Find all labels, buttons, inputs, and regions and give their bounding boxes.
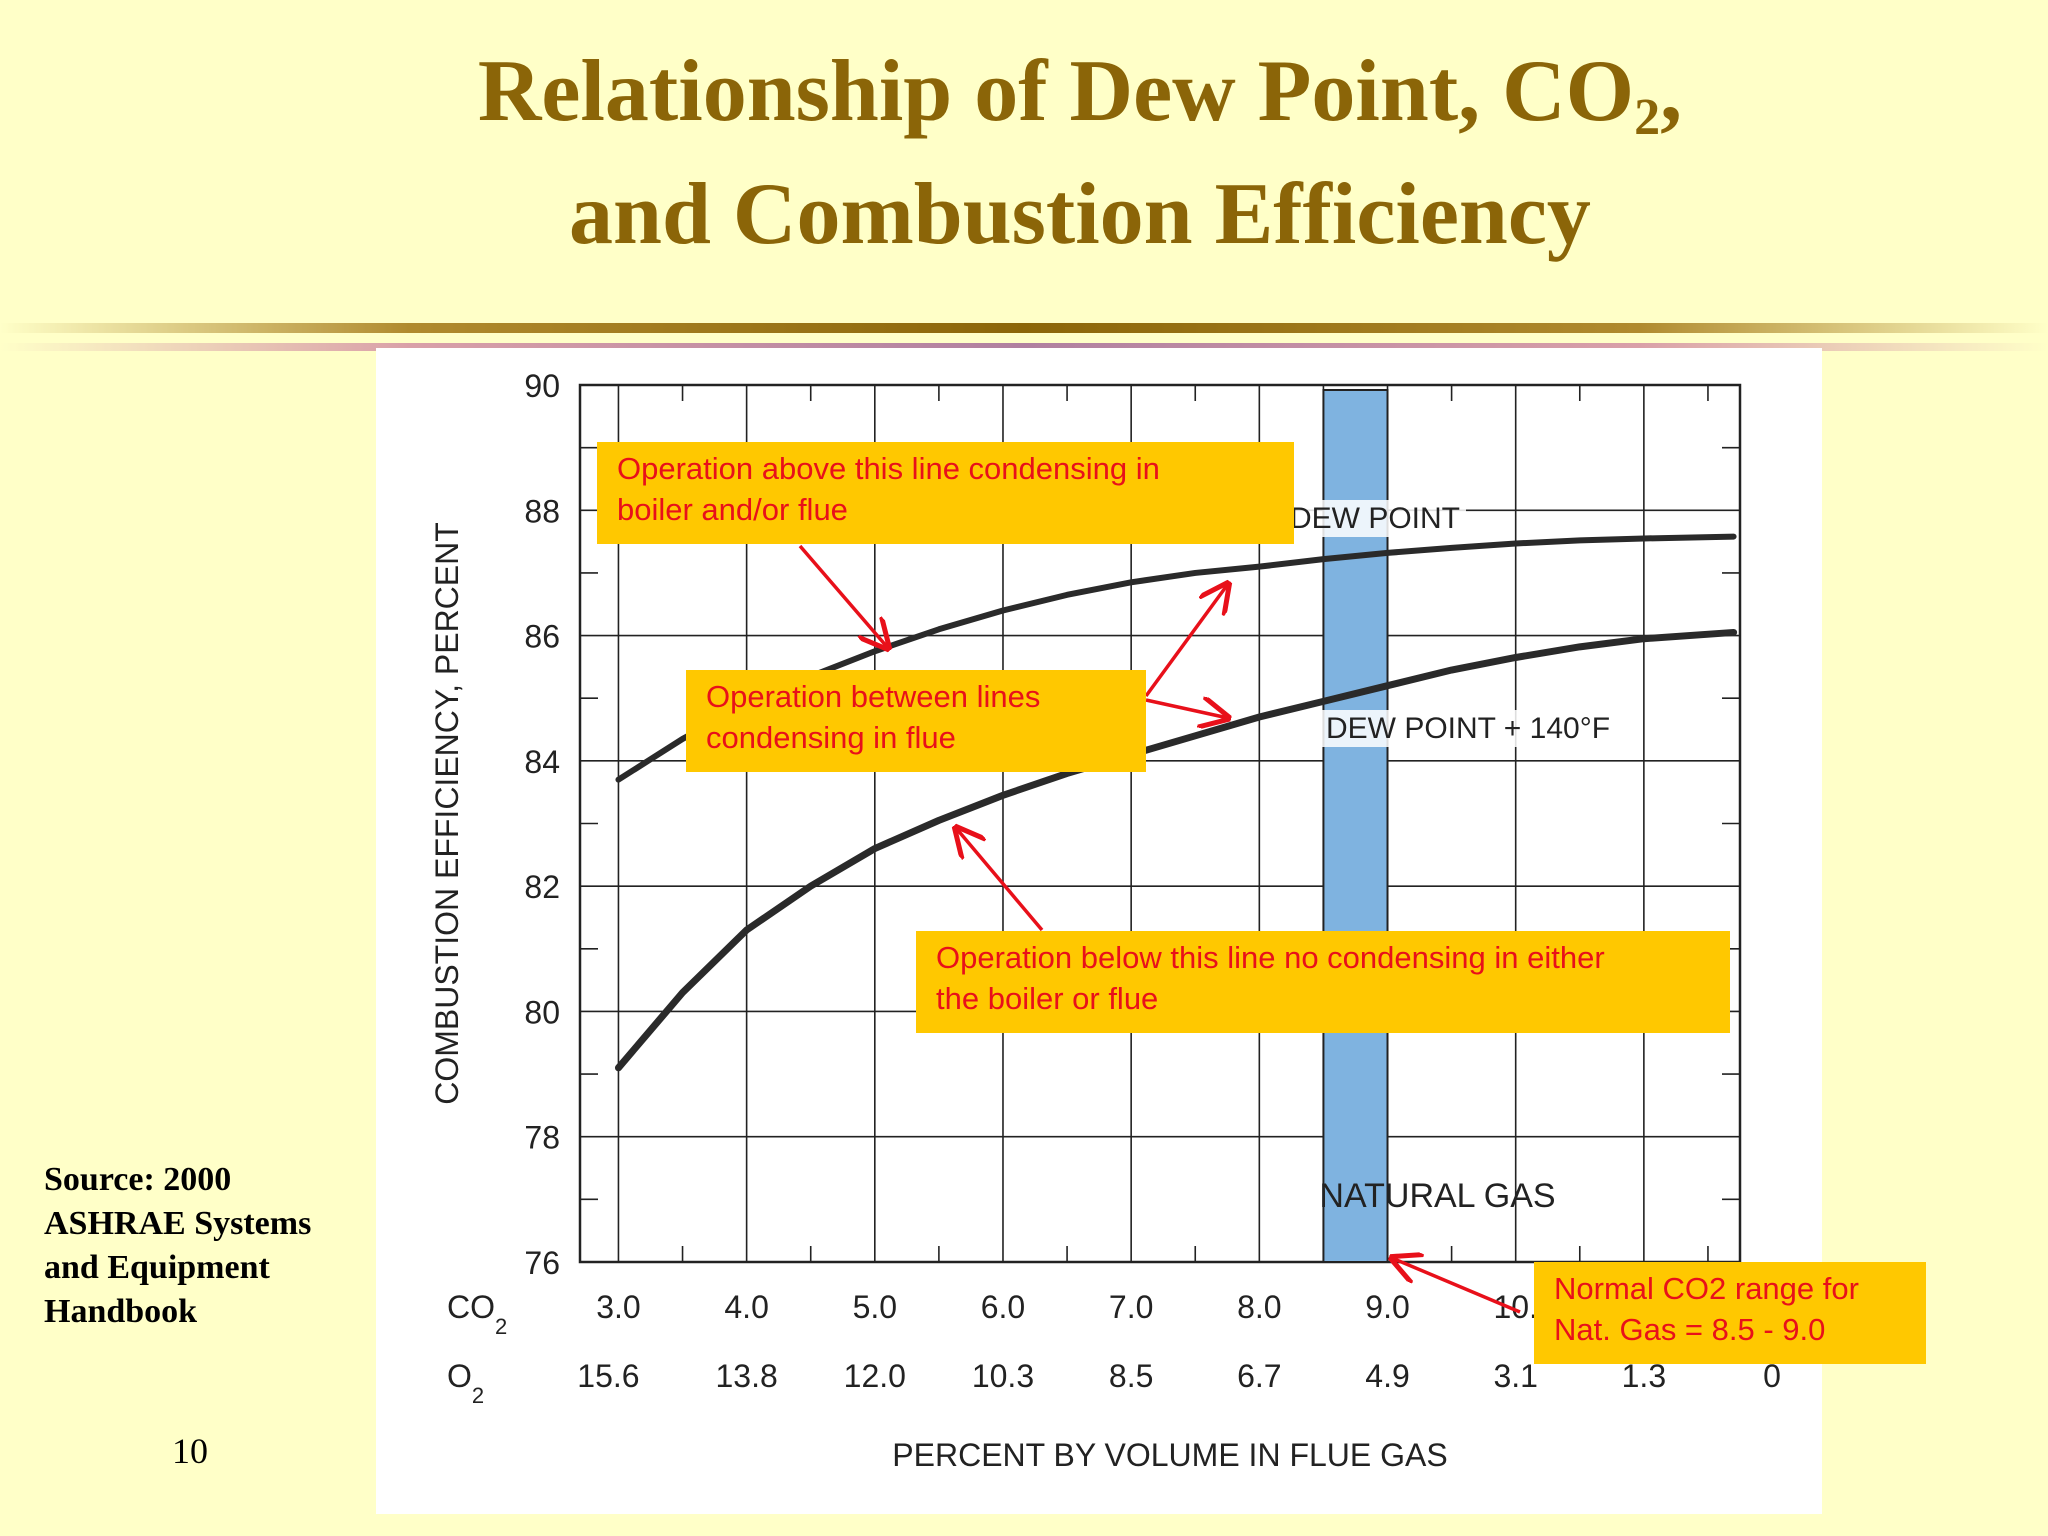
x-tick-label: 10.3	[972, 1358, 1034, 1394]
x-tick-label: 3.1	[1493, 1358, 1537, 1394]
x-axis-title: PERCENT BY VOLUME IN FLUE GAS	[892, 1437, 1447, 1473]
series-label: DEW POINT + 140°F	[1326, 712, 1610, 745]
callout-arrow	[798, 544, 888, 648]
x-tick-label: 10.	[1493, 1289, 1537, 1325]
x-tick-label: 8.0	[1237, 1289, 1281, 1325]
y-tick-label: 90	[524, 368, 560, 404]
x-tick-label: 12.0	[844, 1358, 906, 1394]
callout-below-box	[916, 931, 1730, 1033]
x-tick-label: 15.6	[577, 1358, 639, 1394]
series-label-bg	[1320, 710, 1617, 747]
callout-arrow	[1392, 1258, 1521, 1314]
callout-above-box	[597, 442, 1294, 544]
band-label: NATURAL GAS	[1319, 1177, 1555, 1215]
y-tick-label: 88	[524, 493, 560, 529]
x-tick-label: 6.0	[981, 1289, 1025, 1325]
callout-normal-box	[1534, 1262, 1926, 1364]
y-tick-label: 76	[524, 1245, 560, 1281]
x-tick-label: 8.5	[1109, 1358, 1153, 1394]
x-tick-label: 13.8	[715, 1358, 777, 1394]
x-tick-label: 6.7	[1237, 1358, 1281, 1394]
callout-arrow	[1145, 700, 1228, 718]
x-tick-label: 3.0	[596, 1289, 640, 1325]
y-axis-title: COMBUSTION EFFICIENCY, PERCENT	[429, 522, 465, 1105]
callout-arrow	[1144, 584, 1228, 698]
page-number: 10	[172, 1431, 208, 1471]
title-line-1: Relationship of Dew Point, CO2,	[477, 43, 1683, 146]
divider-rule	[0, 323, 2048, 333]
callout-below-text: the boiler or flue	[936, 981, 1158, 1016]
series-label-bg	[1284, 500, 1466, 537]
x-tick-label: 7.0	[1109, 1289, 1153, 1325]
callout-arrow	[956, 828, 1044, 932]
x-tick-label: 4.0	[724, 1289, 768, 1325]
callout-normal-text: Normal CO2 range for	[1554, 1271, 1859, 1306]
callout-between-text: Operation between lines	[706, 679, 1040, 714]
y-tick-label: 80	[524, 994, 560, 1030]
title-line-2: and Combustion Efficiency	[569, 166, 1591, 263]
callout-above-text: Operation above this line condensing in	[617, 451, 1160, 486]
series-label: DEW POINT	[1290, 502, 1460, 535]
x-row-label: O2	[447, 1358, 484, 1408]
x-tick-label: 4.9	[1365, 1358, 1409, 1394]
callout-above-text: boiler and/or flue	[617, 492, 848, 527]
y-tick-label: 78	[524, 1120, 560, 1156]
dew-point-plus-140-curve	[614, 628, 1738, 1072]
callout-normal-text: Nat. Gas = 8.5 - 9.0	[1554, 1312, 1825, 1347]
y-tick-label: 82	[524, 869, 560, 905]
y-tick-label: 86	[524, 619, 560, 655]
x-row-label: CO2	[447, 1289, 507, 1339]
callout-below-text: Operation below this line no condensing …	[936, 940, 1605, 975]
y-tick-label: 84	[524, 744, 560, 780]
x-tick-label: 5.0	[853, 1289, 897, 1325]
callout-between-box	[686, 670, 1146, 772]
x-tick-label: 9.0	[1365, 1289, 1409, 1325]
x-tick-label: 0	[1763, 1358, 1781, 1394]
slide-title: Relationship of Dew Point, CO2, and Comb…	[300, 30, 1860, 276]
divider-rule-accent	[0, 343, 2048, 351]
source-note: Source: 2000 ASHRAE Systems and Equipmen…	[44, 1161, 312, 1330]
callout-between-text: condensing in flue	[706, 720, 956, 755]
